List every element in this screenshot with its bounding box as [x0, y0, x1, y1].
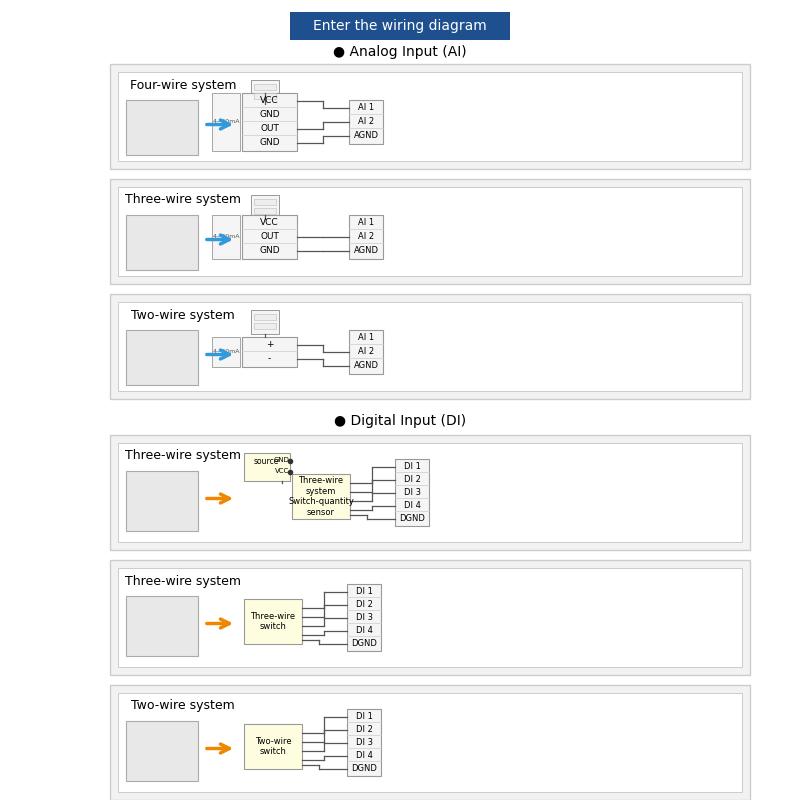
- Bar: [242, 93, 297, 150]
- Text: 4~20mA: 4~20mA: [212, 349, 240, 354]
- Text: DI 3: DI 3: [355, 738, 373, 747]
- Bar: [254, 199, 276, 205]
- Text: Three-wire system: Three-wire system: [125, 194, 241, 206]
- Text: AI 1: AI 1: [358, 103, 374, 112]
- Text: DI 3: DI 3: [355, 613, 373, 622]
- Text: GND: GND: [274, 457, 290, 463]
- Text: DI 2: DI 2: [355, 600, 373, 609]
- Bar: [212, 214, 240, 258]
- Text: GND: GND: [259, 110, 280, 119]
- Bar: [347, 709, 381, 776]
- Text: -: -: [268, 354, 271, 363]
- Text: ● Digital Input (DI): ● Digital Input (DI): [334, 414, 466, 428]
- Text: Three-wire system: Three-wire system: [125, 450, 241, 462]
- Bar: [126, 471, 198, 531]
- Bar: [126, 330, 198, 385]
- Bar: [126, 721, 198, 781]
- Text: AGND: AGND: [354, 361, 378, 370]
- Text: GND: GND: [259, 138, 280, 147]
- Text: Two-wire
switch: Two-wire switch: [254, 737, 291, 756]
- Bar: [242, 214, 297, 258]
- Bar: [254, 323, 276, 329]
- Text: OUT: OUT: [260, 124, 279, 133]
- Text: OUT: OUT: [260, 232, 279, 241]
- Bar: [118, 302, 742, 391]
- Text: +: +: [266, 340, 274, 349]
- Text: AI 1: AI 1: [358, 218, 374, 227]
- Bar: [254, 208, 276, 214]
- Text: DI 1: DI 1: [355, 587, 373, 596]
- Bar: [244, 599, 302, 644]
- Text: AI 1: AI 1: [358, 333, 374, 342]
- Bar: [110, 435, 750, 550]
- Bar: [254, 314, 276, 320]
- Text: 4~20mA: 4~20mA: [212, 119, 240, 124]
- Text: Enter the wiring diagram: Enter the wiring diagram: [313, 19, 487, 33]
- Bar: [110, 179, 750, 284]
- Text: DI 1: DI 1: [403, 462, 421, 471]
- Text: DI 4: DI 4: [403, 501, 421, 510]
- Text: DI 4: DI 4: [355, 751, 373, 760]
- Text: AGND: AGND: [354, 246, 378, 255]
- Bar: [349, 330, 383, 374]
- Text: DI 2: DI 2: [403, 475, 421, 484]
- Bar: [254, 84, 276, 90]
- Bar: [110, 64, 750, 169]
- Text: Two-wire system: Two-wire system: [131, 309, 235, 322]
- Bar: [244, 453, 290, 481]
- Text: Two-wire system: Two-wire system: [131, 699, 235, 713]
- Bar: [292, 474, 350, 519]
- Bar: [118, 568, 742, 667]
- Bar: [251, 310, 279, 334]
- Bar: [347, 584, 381, 651]
- Bar: [290, 12, 510, 40]
- Text: AGND: AGND: [354, 131, 378, 140]
- Text: AI 2: AI 2: [358, 347, 374, 356]
- Bar: [212, 337, 240, 366]
- Text: Three-wire system: Three-wire system: [125, 574, 241, 587]
- Text: DI 3: DI 3: [403, 488, 421, 497]
- Text: 4~20mA: 4~20mA: [212, 234, 240, 239]
- Bar: [349, 99, 383, 143]
- Bar: [251, 195, 279, 219]
- Bar: [126, 596, 198, 656]
- Text: DGND: DGND: [351, 764, 377, 773]
- Text: DI 4: DI 4: [355, 626, 373, 635]
- Text: DGND: DGND: [399, 514, 425, 523]
- Text: ● Analog Input (AI): ● Analog Input (AI): [333, 45, 467, 59]
- Bar: [395, 459, 429, 526]
- Text: AI 2: AI 2: [358, 232, 374, 241]
- Text: DI 2: DI 2: [355, 725, 373, 734]
- Text: source: source: [254, 457, 279, 466]
- Text: Three-wire
system
Switch-quantity
sensor: Three-wire system Switch-quantity sensor: [288, 476, 354, 517]
- Text: VCC: VCC: [260, 96, 279, 105]
- Text: GND: GND: [259, 246, 280, 255]
- Bar: [118, 72, 742, 161]
- Text: VCC: VCC: [260, 218, 279, 227]
- Bar: [118, 187, 742, 276]
- Bar: [126, 100, 198, 155]
- Bar: [212, 93, 240, 150]
- Text: Three-wire
switch: Three-wire switch: [250, 612, 295, 631]
- Bar: [118, 693, 742, 792]
- Text: DI 1: DI 1: [355, 712, 373, 721]
- Bar: [110, 294, 750, 399]
- Bar: [110, 685, 750, 800]
- Text: AI 2: AI 2: [358, 117, 374, 126]
- Bar: [251, 80, 279, 104]
- Bar: [118, 443, 742, 542]
- Bar: [242, 337, 297, 366]
- Text: DGND: DGND: [351, 639, 377, 648]
- Text: Four-wire system: Four-wire system: [130, 78, 236, 91]
- Bar: [110, 560, 750, 675]
- Bar: [126, 215, 198, 270]
- Bar: [244, 724, 302, 769]
- Text: VCC: VCC: [275, 468, 289, 474]
- Bar: [349, 214, 383, 258]
- Bar: [254, 93, 276, 99]
